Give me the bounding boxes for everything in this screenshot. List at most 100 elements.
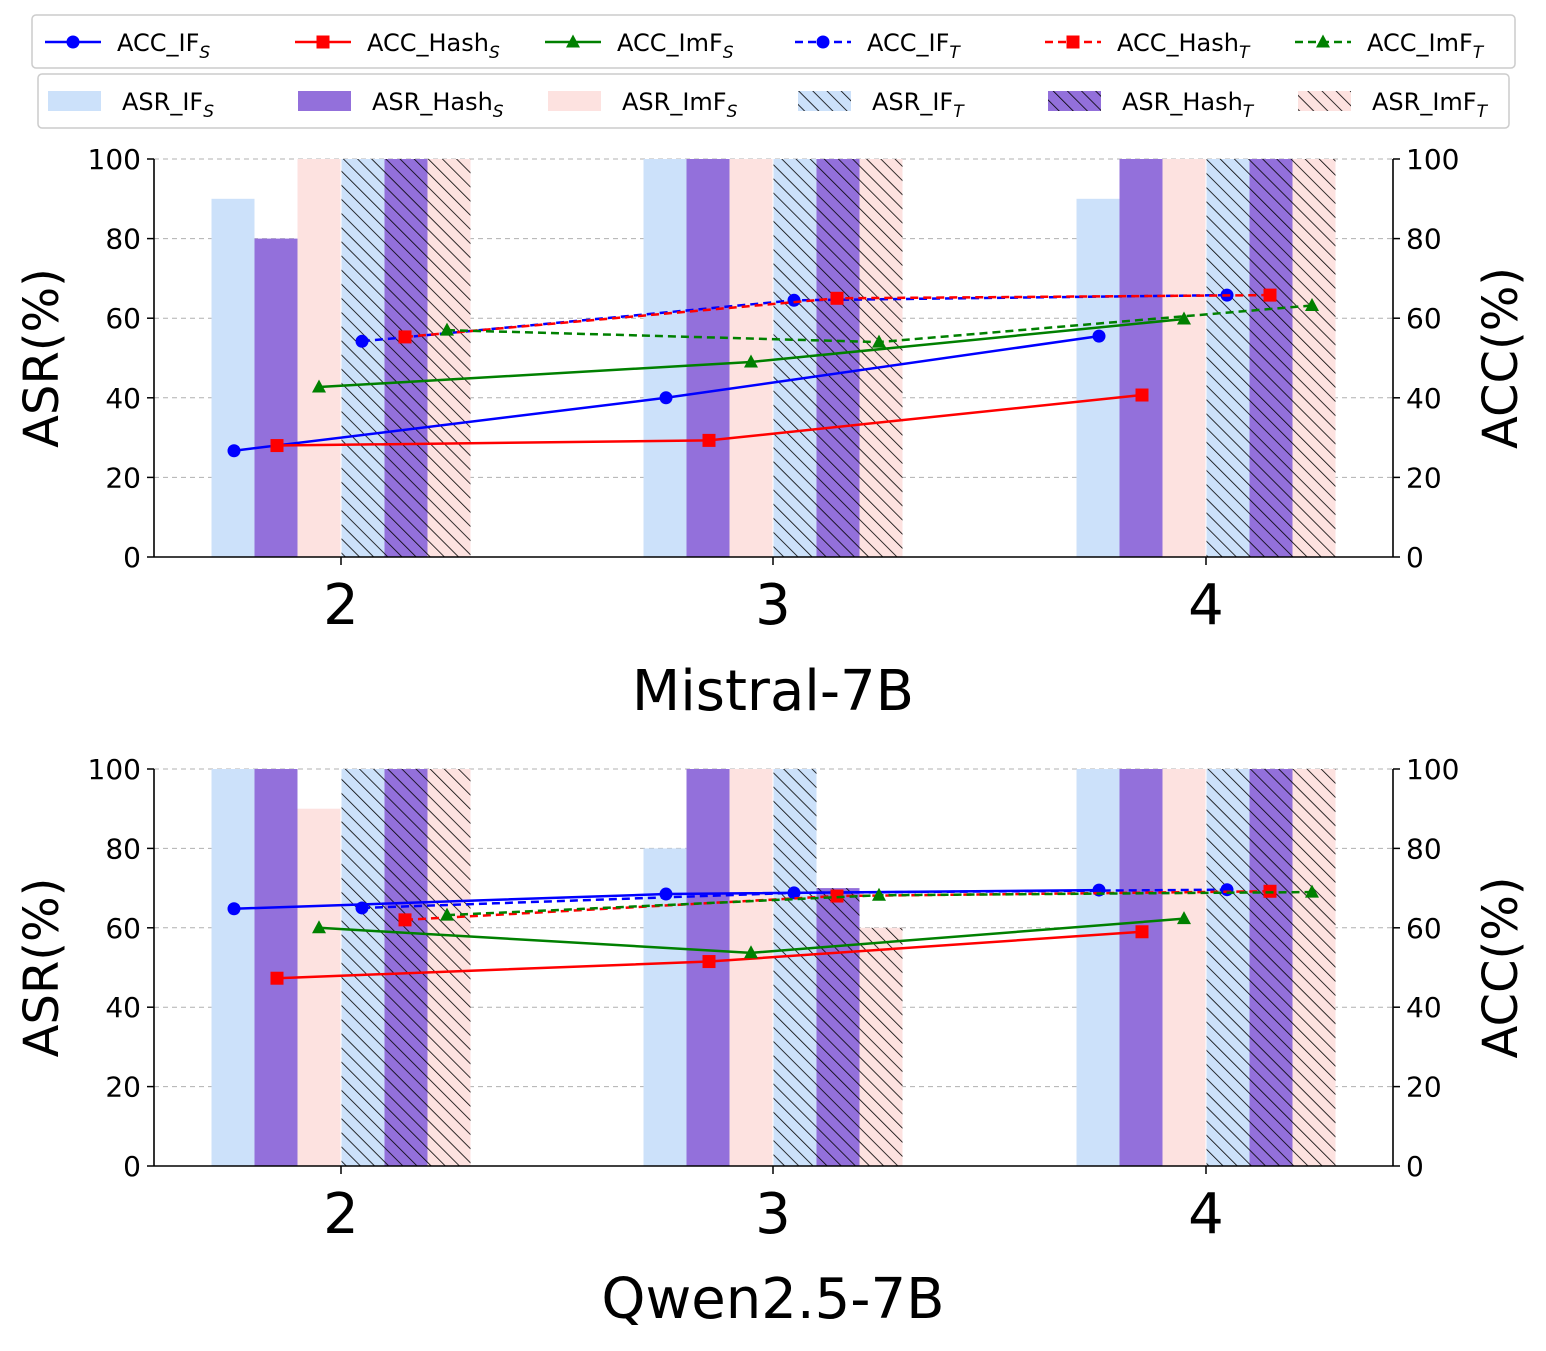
panel-qwen: 0 0 20 20 40 40 60 60 80 80 100 100 2 3 4 ASR(%) ACC(%) Q… — [14, 753, 1529, 1332]
y-tick-label-left: 40 — [105, 991, 141, 1024]
point-acc-hash-s — [270, 971, 284, 985]
legend-label-acc-5: ACC_HashT — [1117, 29, 1251, 63]
bar-asr-imf-s — [1162, 769, 1206, 1166]
legend-label-asr-2: ASR_HashS — [372, 88, 504, 122]
point-acc-if-s — [659, 391, 673, 405]
bar-hatch-asr-hash-t — [1249, 769, 1293, 1166]
bar-hatch-asr-hash-t — [1249, 159, 1293, 557]
y-tick-label-right: 0 — [1406, 1150, 1424, 1183]
bar-asr-if-s — [211, 198, 255, 558]
panel-title: Mistral-7B — [632, 659, 914, 724]
y-axis-title-right: ACC(%) — [1473, 876, 1529, 1058]
y-tick-label-left: 100 — [88, 753, 141, 786]
y-tick-label-left: 40 — [105, 382, 141, 415]
panel-title: Qwen2.5-7B — [601, 1267, 944, 1332]
bar-asr-imf-s — [297, 159, 341, 557]
point-acc-hash-s — [1135, 925, 1149, 939]
legend-label-asr-5: ASR_HashT — [1122, 88, 1255, 122]
y-axis-title-right: ACC(%) — [1473, 267, 1529, 449]
y-tick-label-right: 80 — [1406, 832, 1442, 865]
bar-hatch-asr-if-t — [773, 769, 817, 1166]
legend-frame-1 — [31, 14, 1516, 69]
panel-mistral: 0 0 20 20 40 40 60 60 80 80 100 100 2 3 4 ASR(%) ACC(%) M… — [14, 143, 1529, 724]
bar-hatch-asr-hash-t — [384, 769, 428, 1166]
y-tick-label-left: 80 — [105, 223, 141, 256]
bar-asr-hash-s — [254, 238, 298, 557]
point-acc-imf-s — [312, 379, 326, 393]
legend-label-asr-6: ASR_ImFT — [1372, 88, 1489, 122]
bar-asr-hash-s — [686, 159, 730, 557]
y-tick-label-right: 0 — [1406, 541, 1424, 574]
bar-hatch-asr-imf-t — [859, 159, 903, 557]
point-acc-imf-s — [1177, 311, 1191, 325]
legend-patch-hatch-6 — [1298, 91, 1351, 111]
y-axis-title-left: ASR(%) — [14, 878, 70, 1058]
bar-hatch-asr-imf-t — [1292, 159, 1336, 557]
point-acc-hash-t — [398, 913, 412, 927]
point-acc-if-s — [1092, 329, 1106, 343]
bar-hatch-asr-imf-t — [427, 769, 471, 1166]
legend-marker-6 — [1316, 34, 1330, 48]
legend-marker-4 — [816, 35, 830, 49]
y-tick-label-right: 20 — [1406, 1071, 1442, 1104]
legend-frame-2 — [37, 73, 1510, 129]
legend-label-acc-2: ACC_HashS — [367, 29, 500, 63]
point-acc-imf-t — [872, 334, 886, 348]
point-acc-hash-s — [702, 433, 716, 447]
bar-asr-imf-s — [297, 808, 341, 1166]
y-tick-label-right: 100 — [1406, 143, 1459, 176]
legend: ACC_IFS ACC_HashS ACC_ImFS ACC_IFT ACC_HashT… — [31, 14, 1516, 129]
bar-asr-hash-s — [254, 769, 298, 1166]
point-acc-if-t — [355, 901, 369, 915]
point-acc-imf-t — [440, 907, 454, 921]
bar-asr-if-s — [643, 159, 687, 557]
bar-asr-if-s — [643, 848, 687, 1166]
legend-patch-1 — [48, 91, 101, 111]
bar-asr-if-s — [1076, 769, 1120, 1166]
point-acc-if-t — [787, 293, 801, 307]
point-acc-imf-t — [1305, 884, 1319, 898]
bar-hatch-asr-if-t — [1206, 769, 1250, 1166]
point-acc-imf-s — [1177, 911, 1191, 925]
legend-label-acc-6: ACC_ImFT — [1367, 29, 1485, 63]
point-acc-if-s — [227, 444, 241, 458]
point-acc-imf-s — [312, 920, 326, 934]
y-tick-label-left: 20 — [105, 461, 141, 494]
legend-patch-hatch-4 — [798, 91, 851, 111]
legend-patch-2 — [298, 91, 351, 111]
bar-hatch-asr-imf-t — [1292, 769, 1336, 1166]
legend-marker-1 — [66, 35, 80, 49]
y-tick-label-left: 0 — [123, 541, 141, 574]
point-acc-imf-t — [872, 887, 886, 901]
bar-asr-hash-s — [1119, 769, 1163, 1166]
bar-asr-hash-s — [1119, 159, 1163, 557]
bar-asr-if-s — [211, 769, 255, 1166]
legend-patch-3 — [548, 91, 601, 111]
bar-hatch-asr-imf-t — [427, 159, 471, 557]
point-acc-hash-s — [270, 439, 284, 453]
bar-asr-if-s — [1076, 198, 1120, 558]
y-tick-label-left: 60 — [105, 912, 141, 945]
point-acc-imf-t — [440, 322, 454, 336]
y-tick-label-left: 20 — [105, 1071, 141, 1104]
point-acc-if-t — [355, 334, 369, 348]
x-tick-label: 2 — [323, 1182, 359, 1247]
point-acc-imf-t — [1305, 297, 1319, 311]
bar-hatch-asr-hash-t — [384, 159, 428, 557]
y-tick-label-right: 40 — [1406, 991, 1442, 1024]
bar-hatch-asr-hash-t — [816, 159, 860, 557]
x-tick-label: 4 — [1188, 1182, 1224, 1247]
y-tick-label-right: 60 — [1406, 912, 1442, 945]
bar-asr-imf-s — [1162, 159, 1206, 557]
bar-hatch-asr-if-t — [341, 769, 385, 1166]
legend-label-acc-3: ACC_ImFS — [617, 29, 734, 63]
y-tick-label-right: 80 — [1406, 223, 1442, 256]
point-acc-hash-t — [1263, 288, 1277, 302]
x-tick-label: 3 — [755, 1182, 791, 1247]
x-tick-label: 2 — [323, 573, 359, 638]
bar-hatch-asr-if-t — [1206, 159, 1250, 557]
point-acc-imf-s — [744, 945, 758, 959]
legend-marker-3 — [566, 34, 580, 48]
